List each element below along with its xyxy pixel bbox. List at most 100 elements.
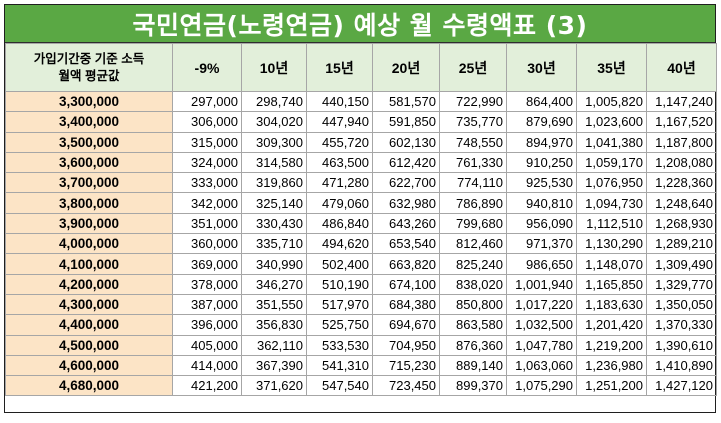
value-cell: 581,570 xyxy=(372,90,440,113)
value-cell: 632,980 xyxy=(372,192,440,214)
value-cell: 1,183,630 xyxy=(576,293,647,316)
value-cell: 309,300 xyxy=(241,131,307,153)
pension-table: 가입기간중 기준 소득 월액 평균값 -9% 10년 15년 20년 25년 3… xyxy=(5,43,717,397)
value-cell: 1,032,500 xyxy=(506,314,577,336)
value-cell: 925,530 xyxy=(506,172,577,194)
value-cell: 1,201,420 xyxy=(576,314,647,336)
column-header-25y: 25년 xyxy=(439,43,507,92)
value-cell: 1,017,220 xyxy=(506,293,577,316)
table-row: 3,700,000 333,000 319,860 471,280 622,700 774… xyxy=(5,172,717,194)
value-cell: 722,990 xyxy=(439,90,507,113)
value-cell: 362,110 xyxy=(241,334,307,356)
value-cell: 440,150 xyxy=(306,90,373,113)
income-cell: 4,200,000 xyxy=(5,273,173,295)
value-cell: 396,000 xyxy=(172,314,242,336)
table-row: 3,300,000 297,000 298,740 440,150 581,570 722… xyxy=(5,90,717,113)
column-header-35y: 35년 xyxy=(576,43,647,92)
value-cell: 367,390 xyxy=(241,354,307,377)
value-cell: 319,860 xyxy=(241,172,307,194)
value-cell: 335,710 xyxy=(241,233,307,255)
value-cell: 894,970 xyxy=(506,131,577,153)
income-cell: 3,600,000 xyxy=(5,151,173,174)
value-cell: 723,450 xyxy=(372,375,440,397)
value-cell: 1,410,890 xyxy=(646,354,717,377)
income-cell: 4,300,000 xyxy=(5,293,173,316)
income-cell: 3,400,000 xyxy=(5,111,173,133)
value-cell: 1,370,330 xyxy=(646,314,717,336)
value-cell: 1,130,290 xyxy=(576,233,647,255)
value-cell: 715,230 xyxy=(372,354,440,377)
value-cell: 786,890 xyxy=(439,192,507,214)
value-cell: 1,350,050 xyxy=(646,293,717,316)
value-cell: 612,420 xyxy=(372,151,440,174)
income-header-line2: 월액 평균값 xyxy=(58,68,120,83)
value-cell: 1,329,770 xyxy=(646,273,717,295)
value-cell: 298,740 xyxy=(241,90,307,113)
table-row: 4,200,000 378,000 346,270 510,190 674,100 838… xyxy=(5,273,717,295)
table-row: 4,680,000 421,200 371,620 547,540 723,450 899… xyxy=(5,375,717,397)
value-cell: 378,000 xyxy=(172,273,242,295)
table-row: 4,000,000 360,000 335,710 494,620 653,540 812… xyxy=(5,233,717,255)
value-cell: 1,236,980 xyxy=(576,354,647,377)
value-cell: 1,219,200 xyxy=(576,334,647,356)
value-cell: 306,000 xyxy=(172,111,242,133)
income-cell: 4,600,000 xyxy=(5,354,173,377)
value-cell: 748,550 xyxy=(439,131,507,153)
value-cell: 910,250 xyxy=(506,151,577,174)
value-cell: 547,540 xyxy=(306,375,373,397)
value-cell: 663,820 xyxy=(372,253,440,275)
value-cell: 1,187,800 xyxy=(646,131,717,153)
value-cell: 369,000 xyxy=(172,253,242,275)
income-cell: 3,700,000 xyxy=(5,172,173,194)
value-cell: 447,940 xyxy=(306,111,373,133)
value-cell: 986,650 xyxy=(506,253,577,275)
table-row: 4,400,000 396,000 356,830 525,750 694,670 863… xyxy=(5,314,717,336)
value-cell: 602,130 xyxy=(372,131,440,153)
value-cell: 1,289,210 xyxy=(646,233,717,255)
table-row: 4,500,000 405,000 362,110 533,530 704,950 876… xyxy=(5,334,717,356)
column-header-15y: 15년 xyxy=(306,43,373,92)
value-cell: 1,427,120 xyxy=(646,375,717,397)
value-cell: 774,110 xyxy=(439,172,507,194)
income-header-line1: 가입기간중 기준 소득 xyxy=(33,51,145,66)
value-cell: 1,076,950 xyxy=(576,172,647,194)
value-cell: 340,990 xyxy=(241,253,307,275)
value-cell: 1,147,240 xyxy=(646,90,717,113)
value-cell: 1,251,200 xyxy=(576,375,647,397)
value-cell: 471,280 xyxy=(306,172,373,194)
value-cell: 1,001,940 xyxy=(506,273,577,295)
value-cell: 889,140 xyxy=(439,354,507,377)
value-cell: 1,208,080 xyxy=(646,151,717,174)
value-cell: 297,000 xyxy=(172,90,242,113)
value-cell: 1,112,510 xyxy=(576,212,647,235)
value-cell: 346,270 xyxy=(241,273,307,295)
value-cell: 735,770 xyxy=(439,111,507,133)
value-cell: 455,720 xyxy=(306,131,373,153)
value-cell: 799,680 xyxy=(439,212,507,235)
value-cell: 850,800 xyxy=(439,293,507,316)
income-cell: 4,680,000 xyxy=(5,375,173,397)
value-cell: 1,167,520 xyxy=(646,111,717,133)
value-cell: 643,260 xyxy=(372,212,440,235)
value-cell: 315,000 xyxy=(172,131,242,153)
table-row: 4,600,000 414,000 367,390 541,310 715,230 889… xyxy=(5,354,717,377)
income-cell: 4,400,000 xyxy=(5,314,173,336)
table-row: 3,400,000 306,000 304,020 447,940 591,850 735… xyxy=(5,111,717,133)
value-cell: 414,000 xyxy=(172,354,242,377)
value-cell: 360,000 xyxy=(172,233,242,255)
value-cell: 825,240 xyxy=(439,253,507,275)
value-cell: 342,000 xyxy=(172,192,242,214)
column-header-20y: 20년 xyxy=(372,43,440,92)
column-header-40y: 40년 xyxy=(646,43,717,92)
value-cell: 863,580 xyxy=(439,314,507,336)
value-cell: 463,500 xyxy=(306,151,373,174)
value-cell: 421,200 xyxy=(172,375,242,397)
value-cell: 1,063,060 xyxy=(506,354,577,377)
column-header-30y: 30년 xyxy=(506,43,577,92)
table-row: 4,300,000 387,000 351,550 517,970 684,380 850… xyxy=(5,293,717,316)
table-row: 4,100,000 369,000 340,990 502,400 663,820 825… xyxy=(5,253,717,275)
value-cell: 351,550 xyxy=(241,293,307,316)
value-cell: 333,000 xyxy=(172,172,242,194)
value-cell: 684,380 xyxy=(372,293,440,316)
value-cell: 517,970 xyxy=(306,293,373,316)
